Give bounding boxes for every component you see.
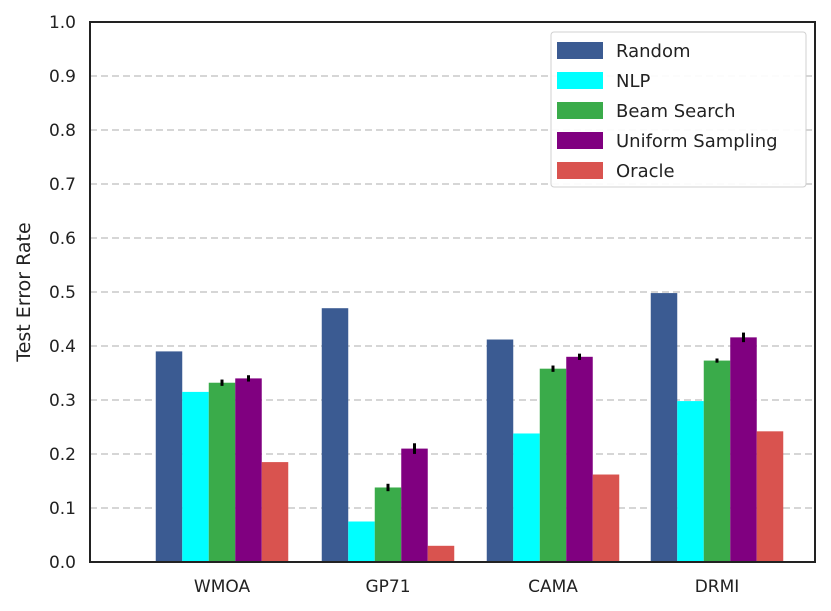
bar-nlp-gp71 — [348, 521, 375, 562]
legend-swatch — [557, 42, 603, 59]
bar-random-gp71 — [321, 308, 349, 562]
legend-swatch — [557, 132, 603, 149]
legend-label: NLP — [616, 71, 650, 92]
y-tick-label: 0.0 — [49, 553, 76, 573]
y-tick-label: 0.4 — [49, 337, 76, 357]
legend-box — [550, 31, 807, 188]
y-tick-label: 0.1 — [49, 499, 76, 519]
y-tick-label: 0.6 — [49, 229, 76, 249]
bar-oracle-wmoa — [261, 462, 289, 562]
x-tick-label: GP71 — [365, 577, 410, 597]
x-axis-ticks: WMOA GP71 CAMA DRMI — [194, 577, 739, 597]
bar-uniform-sampling-gp71 — [401, 448, 428, 562]
y-tick-label: 0.8 — [49, 121, 76, 141]
x-tick-label: CAMA — [528, 577, 578, 597]
y-tick-label: 0.2 — [49, 445, 76, 465]
bar-beam-search-wmoa — [208, 382, 236, 562]
y-tick-label: 0.5 — [49, 283, 76, 303]
bar-oracle-cama — [592, 474, 620, 562]
bar-random-wmoa — [155, 351, 183, 562]
legend-swatch — [557, 162, 603, 179]
x-tick-label: DRMI — [695, 577, 740, 597]
bar-beam-search-gp71 — [374, 487, 402, 562]
legend-label: Oracle — [616, 161, 675, 182]
y-axis-label: Test Error Rate — [13, 222, 35, 362]
bar-beam-search-cama — [539, 368, 567, 562]
y-tick-label: 1.0 — [49, 13, 76, 33]
bar-random-drmi — [650, 293, 678, 562]
y-tick-label: 0.9 — [49, 67, 76, 87]
bar-uniform-sampling-drmi — [730, 337, 757, 562]
bar-beam-search-drmi — [703, 360, 731, 562]
legend-label: Beam Search — [616, 101, 736, 122]
legend-label: Random — [616, 41, 691, 62]
y-tick-label: 0.3 — [49, 391, 76, 411]
bar-series — [155, 293, 784, 562]
legend-label: Uniform Sampling — [616, 131, 778, 152]
x-tick-label: WMOA — [194, 577, 251, 597]
bar-nlp-drmi — [677, 401, 704, 562]
legend: Random NLP Beam Search Uniform Sampling Orac… — [550, 31, 807, 188]
bar-nlp-cama — [513, 433, 540, 562]
bar-uniform-sampling-cama — [566, 356, 593, 562]
legend-swatch — [557, 72, 603, 89]
bar-oracle-gp71 — [427, 545, 455, 562]
bar-uniform-sampling-wmoa — [235, 378, 262, 562]
bar-oracle-drmi — [756, 431, 784, 562]
y-axis-ticks: 0.0 0.1 0.2 0.3 0.4 0.5 0.6 0.7 0.8 0.9 1.0 — [49, 13, 76, 573]
plot-frame — [89, 21, 816, 563]
bar-random-cama — [486, 339, 514, 562]
y-tick-label: 0.7 — [49, 175, 76, 195]
legend-swatch — [557, 102, 603, 119]
bar-nlp-wmoa — [182, 391, 209, 562]
